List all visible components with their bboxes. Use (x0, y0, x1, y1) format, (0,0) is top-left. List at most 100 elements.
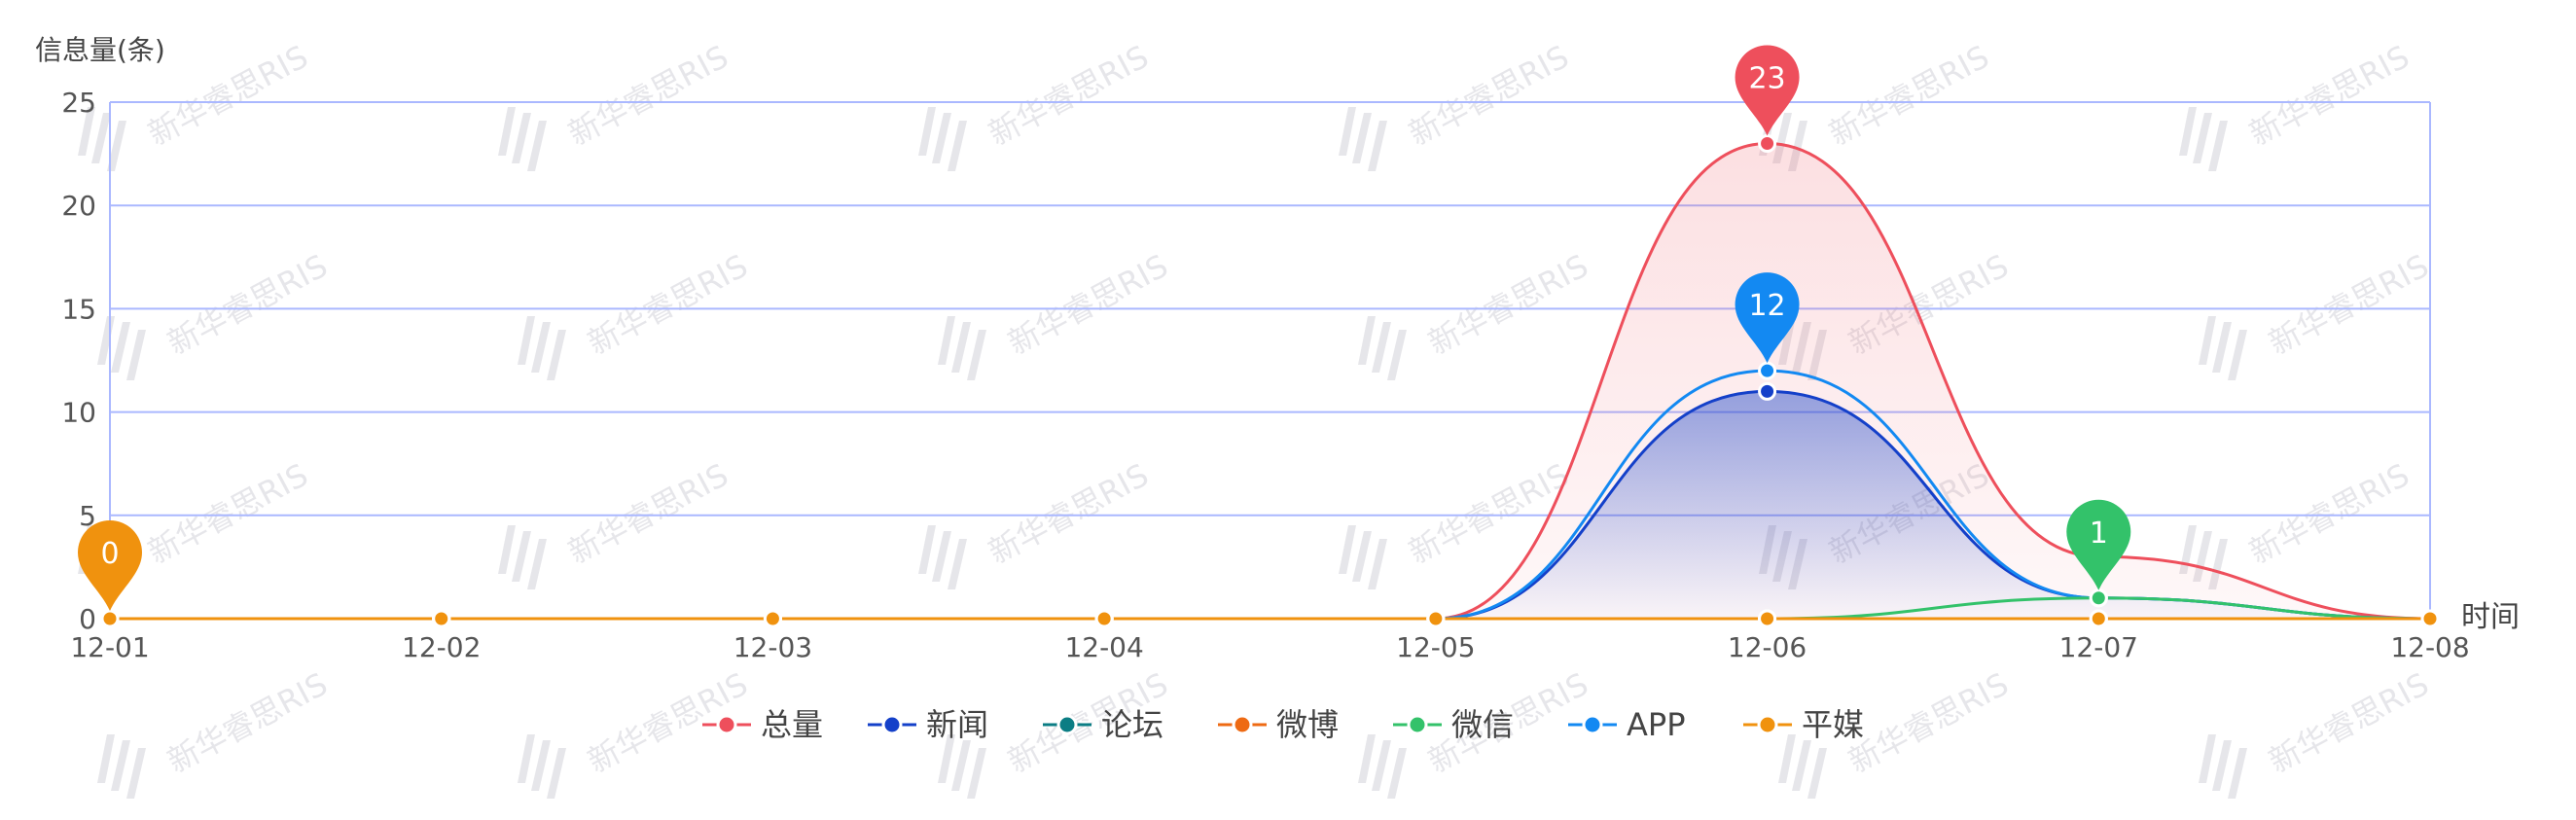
watermark-mark (1358, 316, 1407, 380)
legend-item: 平媒 (1743, 706, 1864, 743)
legend-label: 论坛 (1101, 706, 1163, 743)
watermark-mark (918, 107, 967, 171)
watermark-mark (2179, 107, 2228, 171)
legend-item: 新闻 (868, 706, 988, 743)
y-tick-label: 25 (61, 87, 96, 119)
legend-marker (716, 714, 737, 735)
watermark: 新华睿思RIS (97, 247, 334, 380)
x-tick-label: 12-01 (70, 631, 149, 663)
y-axis-label: 信息量(条) (35, 34, 165, 66)
watermark-mark (518, 734, 566, 799)
watermark: 新华睿思RIS (2199, 247, 2435, 380)
watermark-text: 新华睿思RIS (983, 456, 1155, 571)
watermark-text: 新华睿思RIS (161, 247, 334, 362)
watermark-mark (1339, 525, 1387, 589)
legend-label: 微博 (1276, 706, 1339, 743)
watermark-text: 新华睿思RIS (1843, 665, 2015, 780)
watermark-text: 新华睿思RIS (142, 38, 314, 153)
watermark-text: 新华睿思RIS (983, 38, 1155, 153)
watermark-mark (97, 316, 146, 380)
data-point (100, 609, 120, 628)
x-tick-label: 12-02 (402, 631, 481, 663)
y-tick-label: 20 (61, 190, 96, 222)
data-point (2420, 609, 2440, 628)
legend-item: APP (1568, 706, 1685, 743)
data-point (1094, 609, 1114, 628)
x-tick-label: 12-06 (1728, 631, 1807, 663)
data-point (2089, 609, 2108, 628)
legend-marker (1582, 714, 1603, 735)
watermark-mark (518, 316, 566, 380)
watermark-text: 新华睿思RIS (2243, 38, 2415, 153)
legend-marker (881, 714, 903, 735)
watermark-text: 新华睿思RIS (1422, 247, 1594, 362)
watermark: 新华睿思RIS (518, 665, 754, 799)
pin-shape (78, 520, 142, 611)
watermark-mark (2199, 734, 2247, 799)
watermark-text: 新华睿思RIS (1823, 38, 1995, 153)
watermark-text: 新华睿思RIS (562, 38, 734, 153)
watermark-text: 新华睿思RIS (161, 665, 334, 780)
max-pin: 0 (78, 520, 142, 611)
data-point (2089, 588, 2108, 608)
pin-shape (1735, 272, 1800, 364)
legend-label: 微信 (1451, 706, 1514, 743)
watermark-mark (97, 734, 146, 799)
pin-shape (1735, 45, 1800, 136)
watermark: 新华睿思RIS (918, 456, 1155, 589)
watermark: 新华睿思RIS (1339, 38, 1575, 171)
watermark: 新华睿思RIS (1358, 247, 1594, 380)
data-point (1758, 381, 1777, 401)
x-tick-label: 12-07 (2059, 631, 2138, 663)
watermark-text: 新华睿思RIS (582, 247, 754, 362)
watermark-mark (1778, 734, 1827, 799)
watermark-mark (1339, 107, 1387, 171)
data-point (432, 609, 451, 628)
watermark-mark (498, 107, 547, 171)
pin-label: 0 (100, 537, 119, 571)
legend-item: 论坛 (1043, 706, 1163, 743)
x-tick-label: 12-03 (733, 631, 812, 663)
data-point (1426, 609, 1446, 628)
legend-label: 新闻 (926, 706, 988, 743)
data-point (1758, 361, 1777, 380)
watermark: 新华睿思RIS (2179, 38, 2415, 171)
legend-marker (1757, 714, 1778, 735)
legend-item: 总量 (702, 706, 823, 743)
legend-marker (1056, 714, 1078, 735)
legend-label: 总量 (761, 706, 823, 743)
y-tick-label: 5 (79, 500, 96, 532)
max-pin: 1 (2066, 499, 2131, 590)
max-pin: 23 (1735, 45, 1800, 136)
data-point (763, 609, 782, 628)
pin-label: 23 (1748, 61, 1785, 95)
legend: 总量 新闻 论坛 微博 微信 APP 平媒 (702, 706, 1864, 743)
pin-shape (2066, 499, 2131, 590)
watermark: 新华睿思RIS (938, 247, 1174, 380)
watermark-mark (498, 525, 547, 589)
legend-item: 微信 (1393, 706, 1514, 743)
watermark-text: 新华睿思RIS (2263, 665, 2435, 780)
watermark: 新华睿思RIS (2199, 665, 2435, 799)
legend-item: 微博 (1218, 706, 1339, 743)
watermark: 新华睿思RIS (518, 247, 754, 380)
data-point (1758, 609, 1777, 628)
watermark-layer: 新华睿思RIS 新华睿思RIS 新华睿思RIS 新华睿思RIS 新华睿思RIS 新华睿思R… (78, 38, 2435, 799)
x-tick-label: 12-08 (2390, 631, 2469, 663)
legend-marker (1232, 714, 1253, 735)
watermark-text: 新华睿思RIS (2243, 456, 2415, 571)
watermark-text: 新华睿思RIS (1002, 247, 1174, 362)
data-point (1758, 133, 1777, 153)
watermark-text: 新华睿思RIS (2263, 247, 2435, 362)
pin-label: 1 (2090, 517, 2108, 551)
watermark-mark (918, 525, 967, 589)
x-axis-label: 时间 (2461, 600, 2520, 634)
watermark: 新华睿思RIS (918, 38, 1155, 171)
max-pins: 23 1 12 0 (78, 45, 2131, 611)
watermark-text: 新华睿思RIS (562, 456, 734, 571)
legend-label: 平媒 (1802, 706, 1864, 743)
watermark: 新华睿思RIS (97, 665, 334, 799)
